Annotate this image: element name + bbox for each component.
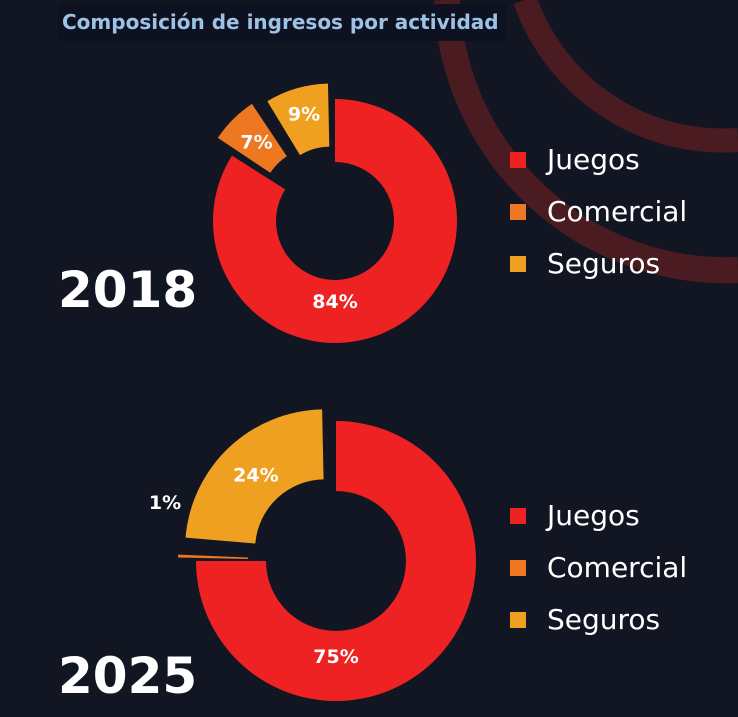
legend-label-juegos: Juegos xyxy=(547,499,640,532)
year-label-2025: 2025 xyxy=(58,647,198,705)
slice-label-comercial: 1% xyxy=(149,492,181,514)
legend-swatch-comercial xyxy=(510,204,526,220)
decorative-arc-outer xyxy=(434,0,738,284)
legend-swatch-seguros xyxy=(510,256,526,272)
slice-seguros xyxy=(185,409,324,544)
slice-label-juegos: 75% xyxy=(313,646,358,668)
legend-item-juegos: Juegos xyxy=(510,134,687,186)
legend-label-seguros: Seguros xyxy=(547,247,661,280)
legend-label-comercial: Comercial xyxy=(547,551,688,584)
slice-juegos xyxy=(212,99,457,343)
legend-swatch-seguros xyxy=(510,612,526,628)
chart-title: Composición de ingresos por actividad xyxy=(58,4,507,41)
legend-item-comercial: Comercial xyxy=(510,186,687,238)
slice-juegos xyxy=(196,421,476,701)
decorative-arc-inner xyxy=(513,0,738,153)
slice-seguros xyxy=(267,83,330,156)
slice-label-seguros: 9% xyxy=(288,103,320,125)
legend-label-comercial: Comercial xyxy=(547,195,688,228)
legend-item-seguros: Seguros xyxy=(510,594,687,646)
legend-label-juegos: Juegos xyxy=(547,143,640,176)
legend-label-seguros: Seguros xyxy=(547,603,661,636)
year-label-2018: 2018 xyxy=(58,261,198,319)
legend-swatch-comercial xyxy=(510,560,526,576)
legend-2025: Juegos Comercial Seguros xyxy=(510,490,687,646)
slice-comercial xyxy=(178,554,249,559)
legend-2018: Juegos Comercial Seguros xyxy=(510,134,687,290)
legend-swatch-juegos xyxy=(510,508,526,524)
legend-item-juegos: Juegos xyxy=(510,490,687,542)
slice-label-comercial: 7% xyxy=(240,132,272,154)
slice-label-seguros: 24% xyxy=(233,465,278,487)
legend-swatch-juegos xyxy=(510,152,526,168)
legend-item-comercial: Comercial xyxy=(510,542,687,594)
slice-comercial xyxy=(217,103,287,173)
slice-label-juegos: 84% xyxy=(312,291,357,313)
legend-item-seguros: Seguros xyxy=(510,238,687,290)
